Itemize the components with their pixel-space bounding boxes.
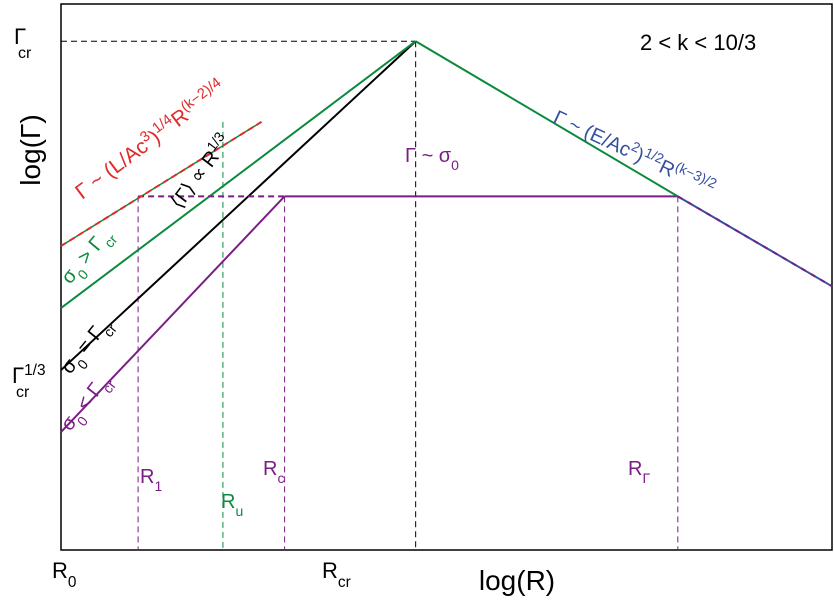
y-tick-sub-gamma-cr-third: cr [16,384,30,401]
vline-label-R1: R1 [140,466,162,494]
series-line-green-fall [415,40,679,198]
series-lines [60,40,833,433]
x-tick-R0: R0 [52,558,76,591]
series-line-purple-rise [60,195,286,433]
plot-frame [60,3,833,551]
series-label-black-avg: ⟨Γ⟩ ∝ R1/3 [163,129,236,213]
y-tick-sub-gamma-cr: cr [18,45,32,62]
vline-label-RGamma: RΓ [628,458,650,486]
series-line-green-rise [60,40,417,309]
x-axis-label: log(R) [479,565,555,596]
vline-label-Ru: Ru [221,491,243,519]
vline-label-Rc: Rc [263,458,284,486]
y-axis-label: log(Γ) [15,114,46,185]
series-line-black [60,40,417,371]
series-line-blue-fall-overlay [677,195,833,288]
series-label-purple-rise: σ0 < Γcr [57,370,120,439]
y-tick-gamma-cr-third: Γ1/3 [12,362,46,389]
guide-lines [61,40,679,550]
series-label-green-rise: σ0 > Γcr [57,224,121,293]
plot-border [60,3,833,551]
series-label-blue-fall: Γ ~ (E/Ac2)1/2R(k−3)/2 [550,103,720,201]
k-range-annotation: 2 < k < 10/3 [640,30,756,55]
series-label-purple-plateau: Γ ~ σ0 [405,145,459,173]
series-line-red-accel-underlay [60,121,262,247]
x-tick-Rcr: Rcr [322,558,351,591]
y-tick-gamma-cr: Γ [14,24,26,49]
